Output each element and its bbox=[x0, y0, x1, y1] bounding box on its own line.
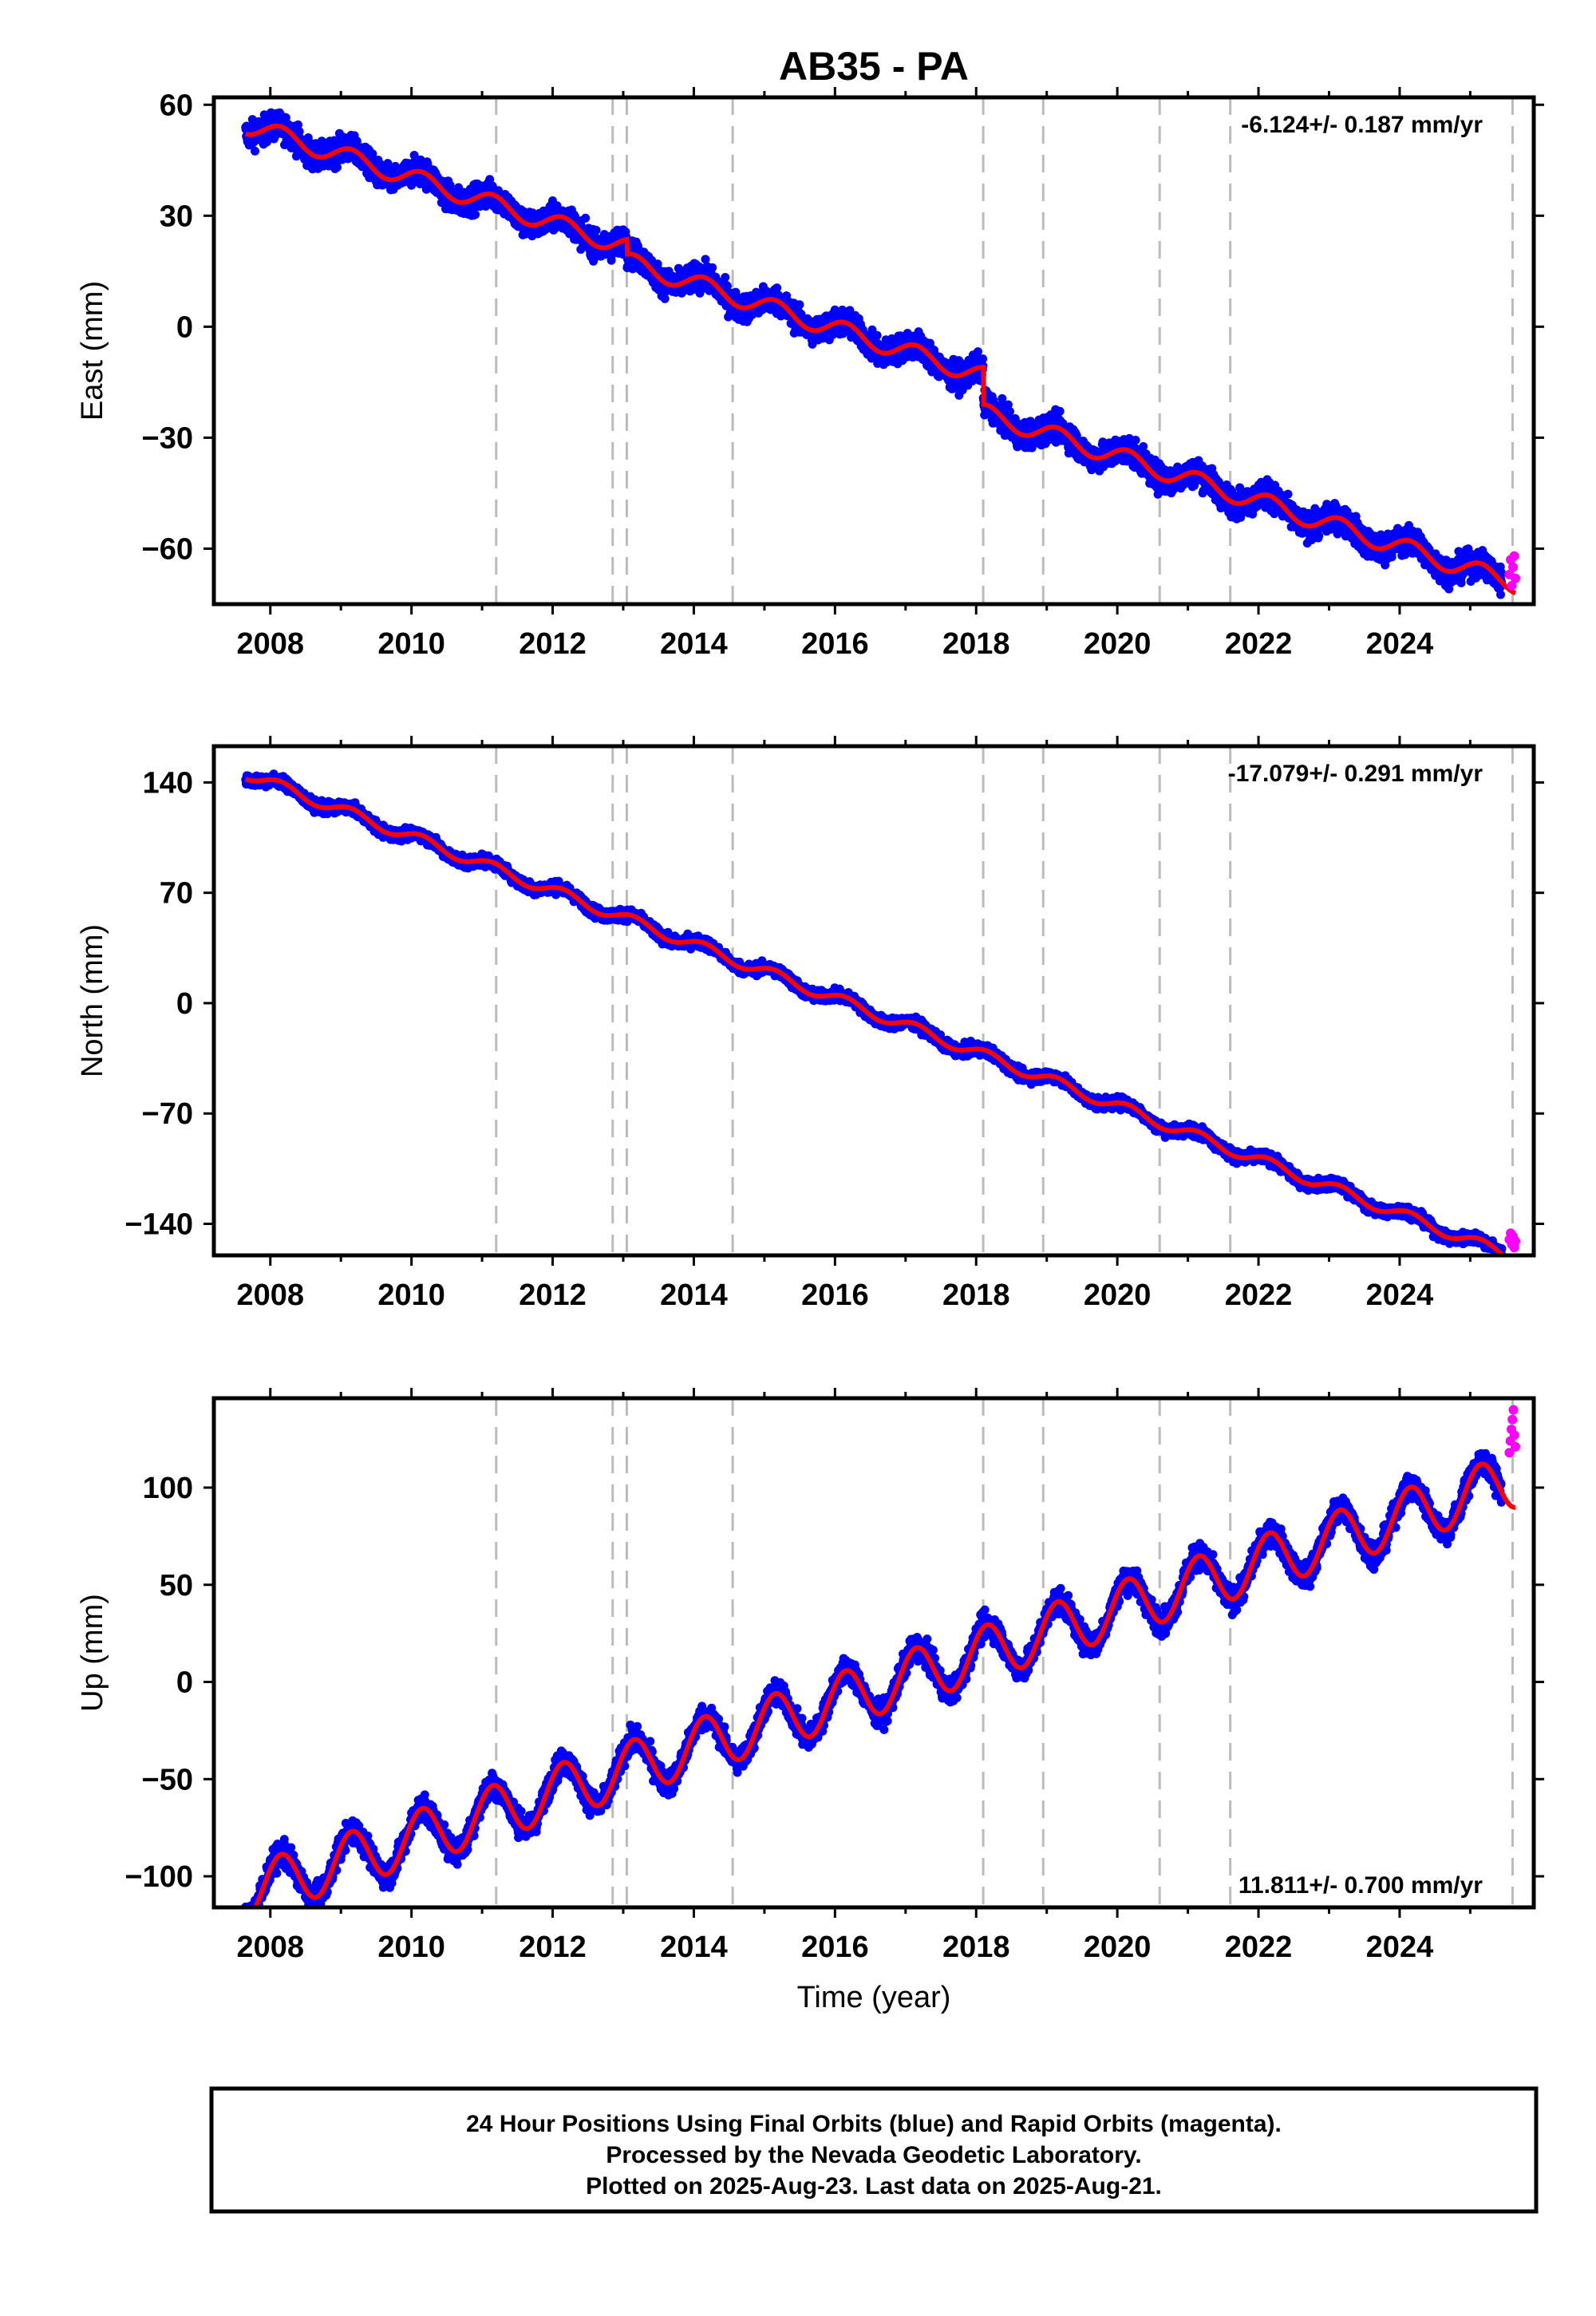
final-point bbox=[1387, 552, 1396, 562]
final-point bbox=[660, 294, 670, 303]
final-point bbox=[409, 151, 419, 160]
final-point bbox=[722, 282, 732, 291]
final-point bbox=[721, 273, 730, 282]
final-point bbox=[1190, 480, 1199, 490]
final-point bbox=[445, 180, 455, 190]
final-point bbox=[591, 226, 601, 235]
final-point bbox=[581, 213, 591, 223]
final-point bbox=[701, 255, 710, 264]
final-point bbox=[1314, 532, 1324, 540]
final-point bbox=[1005, 407, 1014, 417]
final-point bbox=[998, 393, 1007, 403]
final-point bbox=[1283, 489, 1293, 499]
final-point bbox=[368, 149, 377, 159]
final-point bbox=[872, 330, 882, 340]
final-point bbox=[1131, 436, 1140, 445]
figure-title: AB35 - PA bbox=[779, 44, 969, 89]
final-point bbox=[471, 210, 480, 219]
final-point bbox=[333, 163, 342, 172]
final-point bbox=[294, 120, 302, 129]
final-point bbox=[795, 300, 804, 310]
final-point bbox=[1139, 442, 1148, 451]
final-point bbox=[974, 347, 982, 357]
final-point bbox=[281, 113, 290, 122]
final-point bbox=[772, 283, 782, 293]
final-point bbox=[251, 146, 259, 156]
east-panel: 2008 2010 2012 2014 2016 2018 2020 2022 20246030… bbox=[76, 87, 1544, 661]
final-point bbox=[1055, 406, 1065, 416]
final-point bbox=[294, 127, 304, 136]
final-point bbox=[1003, 400, 1013, 409]
final-point bbox=[978, 354, 988, 364]
final-point bbox=[708, 263, 717, 272]
